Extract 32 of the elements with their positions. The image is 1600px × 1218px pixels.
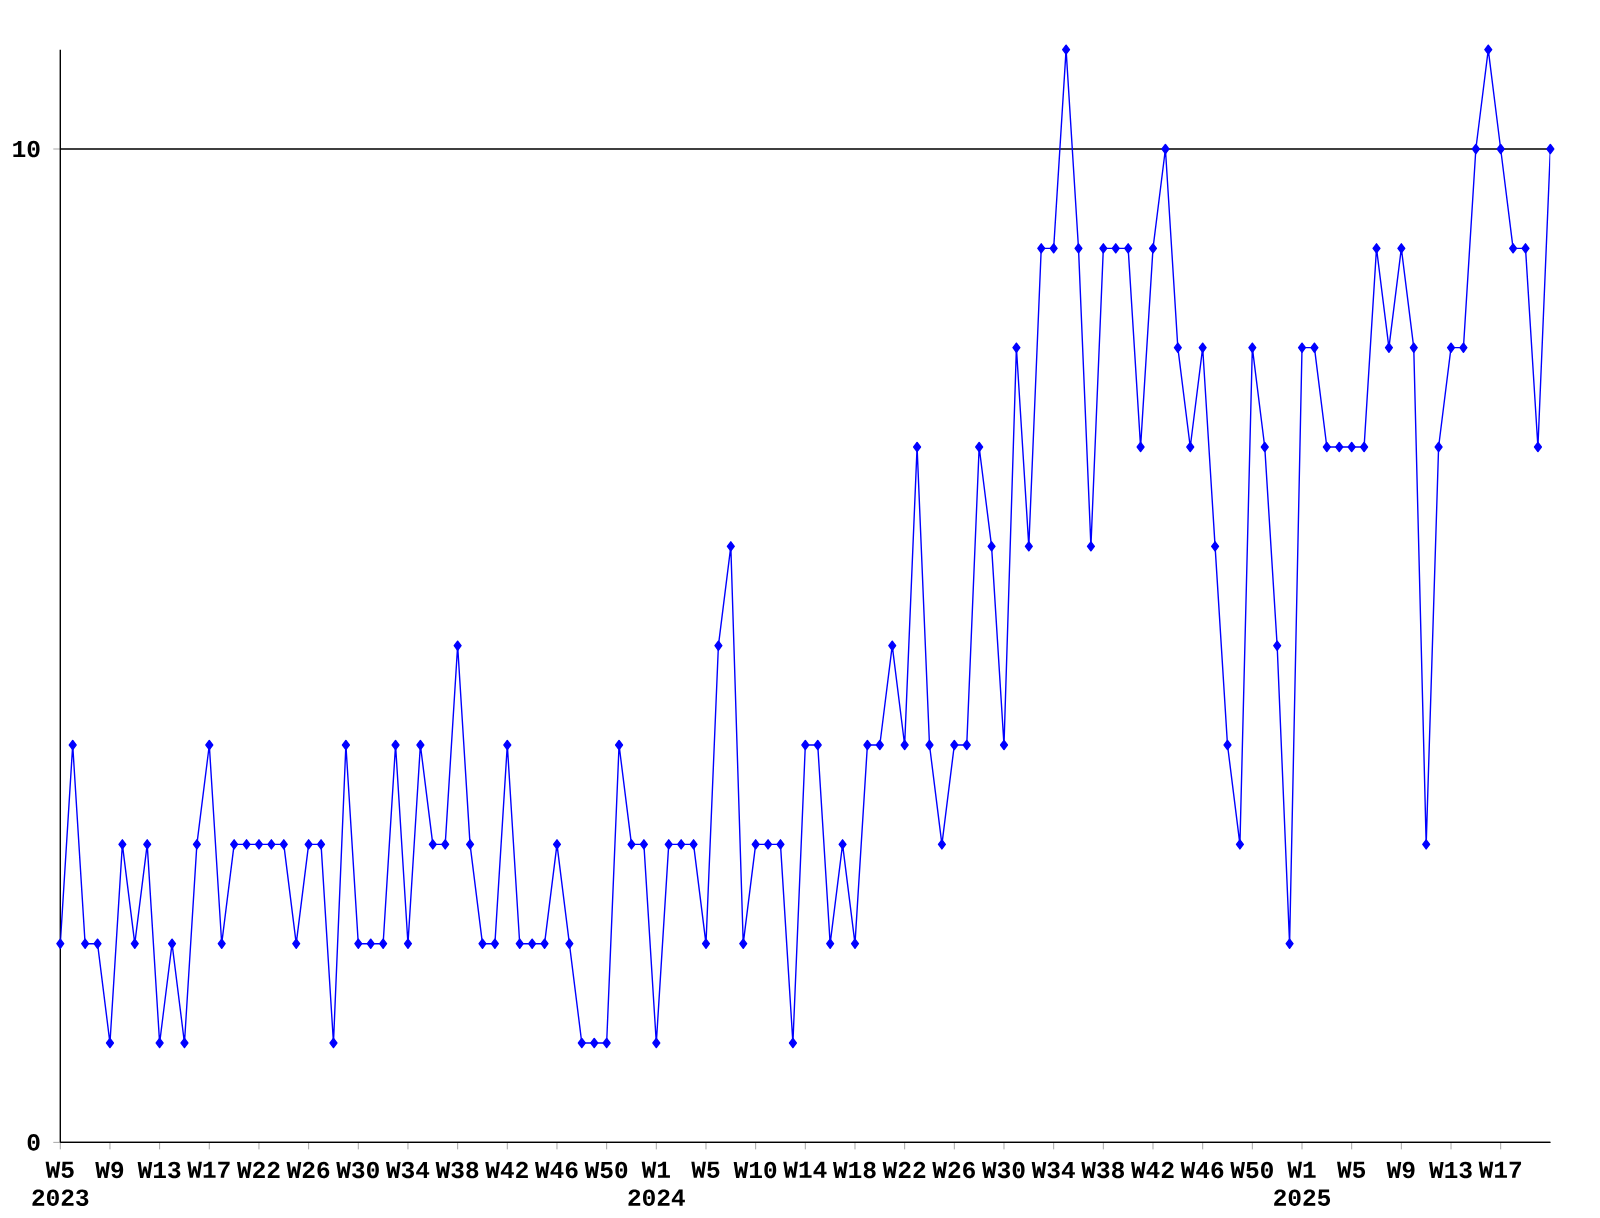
x-tick-label: W46 [534, 1161, 578, 1179]
x-tick-label: W14 [783, 1161, 827, 1178]
x-tick-label: W9 [1386, 1161, 1415, 1179]
x-tick-label: W38 [435, 1161, 479, 1179]
x-tick-label: W34 [385, 1161, 430, 1179]
x-tick-label: W50 [1230, 1161, 1273, 1179]
x-tick-label: W42 [485, 1161, 528, 1179]
x-tick-label: W50 [584, 1161, 628, 1179]
x-tick-label: W22 [882, 1161, 926, 1179]
y-tick-label: 0 [27, 1134, 40, 1151]
x-tick-label: W26 [932, 1161, 975, 1179]
x-tick-label: W17 [187, 1161, 230, 1178]
x-tick-label: W17 [1478, 1161, 1522, 1178]
x-tick-label: W42 [1131, 1161, 1174, 1179]
x-tick-label: W10 [733, 1161, 777, 1179]
x-tick-label: W30 [336, 1161, 379, 1179]
x-tick-label: W5 [691, 1161, 720, 1179]
x-tick-label: W38 [1081, 1161, 1125, 1179]
x-tick-label: W5 2023 [32, 1161, 89, 1207]
x-tick-label: W9 [95, 1161, 124, 1179]
x-tick-label: W22 [236, 1161, 280, 1179]
x-tick-label: W46 [1180, 1161, 1224, 1179]
y-tick-label: 10 [13, 140, 40, 158]
x-tick-label: W34 [1031, 1161, 1075, 1179]
x-tick-label: W18 [832, 1161, 876, 1179]
x-tick-label: W1 2024 [628, 1161, 685, 1207]
x-tick-label: W5 [1337, 1161, 1366, 1179]
x-tick-label: W30 [982, 1161, 1025, 1179]
x-tick-label: W26 [286, 1161, 330, 1179]
x-tick-label: W13 [1429, 1161, 1472, 1179]
x-tick-label: W1 2025 [1274, 1161, 1331, 1207]
x-tick-label: W13 [137, 1161, 181, 1179]
